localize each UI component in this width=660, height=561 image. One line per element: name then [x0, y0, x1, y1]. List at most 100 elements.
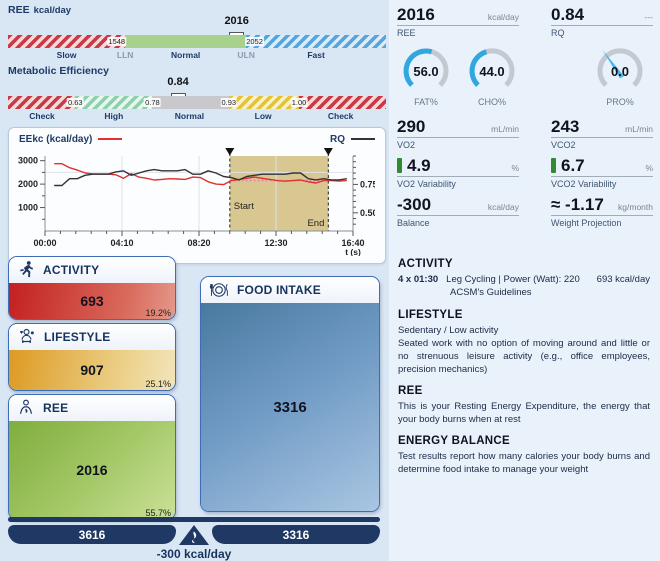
weight-projection-label: Weight Projection	[551, 218, 622, 228]
lifestyle-card-header: LIFESTYLE	[9, 324, 175, 350]
svg-text:t (s): t (s)	[345, 247, 361, 256]
svg-text:16:40: 16:40	[341, 238, 364, 248]
pro-gauge: 0.0 PRO%	[591, 45, 649, 107]
divider	[551, 215, 653, 216]
divider	[397, 25, 519, 26]
divider	[551, 25, 653, 26]
ree-value: 2016	[397, 5, 435, 24]
metric-vco2-variability: 6.7% VCO2 Variability	[551, 157, 653, 189]
ree-gauge-title: REE kcal/day	[8, 4, 386, 17]
net-balance-value: -300 kcal/day	[156, 547, 232, 561]
me-label-low: Low	[254, 111, 272, 121]
ree-zone-normal	[125, 35, 247, 48]
lifestyle-card-percent: 25.1%	[145, 379, 171, 389]
ree-card-percent: 55.7%	[145, 508, 171, 518]
cho-label: CHO%	[477, 97, 506, 107]
ree-range-gauge: 2016 1548 2052 Slow LLN Normal ULN Fast	[8, 15, 386, 62]
ree-description: This is your Resting Energy Expenditure,…	[398, 401, 650, 426]
me-range-gauge: 0.84 0.63 0.78 0.93 1.00 Check High Norm…	[8, 76, 386, 123]
metrics-panel: 2016 kcal/day REE 0.84 --- RQ 56.0 FAT% 44…	[397, 6, 653, 228]
ree-zone-slow	[8, 35, 126, 48]
info-activity: ACTIVITY 4 x 01:30 Leg Cycling | Power (…	[398, 258, 650, 300]
info-activity-line: 4 x 01:30 Leg Cycling | Power (Watt): 22…	[398, 273, 650, 286]
rq-value: 0.84	[551, 5, 585, 24]
me-zone-normal	[152, 96, 229, 109]
balance-value: -300	[397, 195, 432, 214]
scale-pans: 3616 3316	[8, 525, 380, 545]
energy-cards-section: ACTIVITY 693 19.2%	[8, 256, 386, 520]
lifestyle-card-title: LIFESTYLE	[44, 330, 111, 344]
svg-text:0.50: 0.50	[360, 208, 375, 218]
ree-gauge-bar	[8, 35, 386, 48]
svg-text:1000: 1000	[18, 203, 38, 213]
info-ree-heading: REE	[398, 385, 423, 398]
food-intake-card[interactable]: FOOD INTAKE 3316	[200, 276, 380, 512]
divider	[397, 137, 519, 138]
lifestyle-person-icon	[20, 328, 34, 343]
info-energy-balance: ENERGY BALANCE Test results report how m…	[398, 435, 650, 476]
me-label-normal: Normal	[174, 111, 205, 121]
vco2-value: 243	[551, 117, 580, 136]
gauges-and-chart-section: REE kcal/day 2016 1548 2052 Slow LLN Norm…	[8, 2, 386, 264]
ree-label-fast: Fast	[307, 50, 325, 60]
ree-zone-fast	[246, 35, 386, 48]
ree-card[interactable]: REE 2016 55.7%	[8, 394, 176, 520]
metric-vo2: 290 mL/min VO2	[397, 118, 519, 150]
weight-projection-value: ≈ -1.17	[551, 195, 604, 214]
me-label-high: High	[104, 111, 124, 121]
balance-label: Balance	[397, 218, 430, 228]
info-lifestyle: LIFESTYLE Sedentary / Low activity Seate…	[398, 309, 650, 376]
ree-marker-value: 2016	[224, 15, 249, 27]
me-gauge-bar	[8, 96, 386, 109]
legend-rq: RQ	[330, 134, 375, 145]
expenditure-total-pill: 3616	[8, 525, 176, 544]
me-gauge-title-text: Metabolic Efficiency	[8, 65, 109, 77]
me-label-check2: Check	[327, 111, 354, 121]
me-bound-3: 0.93	[220, 98, 238, 107]
energy-balance-scale: 3616 3316 -300 kcal/day	[8, 517, 380, 561]
activity-card[interactable]: ACTIVITY 693 19.2%	[8, 256, 176, 320]
vco2-variability-value: 6.7	[561, 156, 585, 175]
ee-rq-chart[interactable]: Start End 00:00 04:10 08:20 12:30 16:40 t (s) 10…	[15, 146, 379, 261]
ree-card-title: REE	[43, 401, 69, 415]
me-bound-1: 0.63	[66, 98, 84, 107]
ree-uln-value: 2052	[245, 37, 264, 46]
vo2-unit: mL/min	[491, 124, 519, 134]
vco2-variability-label: VCO2 Variability	[551, 179, 617, 189]
plate-cutlery-icon	[209, 283, 228, 297]
lifestyle-card[interactable]: LIFESTYLE 907 25.1%	[8, 323, 176, 391]
me-zone-check-high	[299, 96, 386, 109]
lifestyle-category: Sedentary / Low activity	[398, 324, 499, 336]
svg-text:0.75: 0.75	[360, 179, 375, 189]
fat-value: 56.0	[413, 63, 439, 79]
me-marker-value: 0.84	[167, 76, 189, 88]
activity-card-title: ACTIVITY	[43, 263, 100, 277]
vo2-variability-value: 4.9	[407, 156, 431, 175]
metric-ree: 2016 kcal/day REE	[397, 6, 519, 38]
me-zone-low	[228, 96, 300, 109]
fat-gauge-arc-icon	[397, 45, 455, 100]
legend-eekc-label: EEkc (kcal/day)	[19, 133, 93, 145]
activity-description: Leg Cycling | Power (Watt): 220	[446, 274, 580, 285]
legend-rq-label: RQ	[330, 133, 345, 145]
activity-card-value: 693	[80, 293, 104, 309]
info-ree: REE This is your Resting Energy Expendit…	[398, 385, 650, 426]
activity-guidelines: ACSM's Guidelines	[450, 287, 532, 299]
ree-card-header: REE	[9, 395, 175, 421]
activity-duration: 4 x 01:30	[398, 274, 439, 285]
expenditure-total-value: 3616	[78, 527, 106, 542]
metric-vo2-variability: 4.9% VO2 Variability	[397, 157, 519, 189]
me-bound-4: 1.00	[290, 98, 308, 107]
metric-vco2: 243 mL/min VCO2	[551, 118, 653, 150]
svg-text:08:20: 08:20	[187, 238, 210, 248]
me-gauge-title: Metabolic Efficiency	[8, 65, 386, 78]
ree-card-bar: 2016 55.7%	[9, 421, 175, 519]
cho-gauge: 44.0 CHO%	[463, 45, 521, 107]
vo2-variability-label: VO2 Variability	[397, 179, 456, 189]
lifestyle-card-bar: 907 25.1%	[9, 350, 175, 390]
divider	[551, 176, 653, 177]
vo2-label: VO2	[397, 140, 416, 150]
lifestyle-card-value: 907	[80, 362, 104, 378]
food-intake-card-header: FOOD INTAKE	[201, 277, 379, 303]
